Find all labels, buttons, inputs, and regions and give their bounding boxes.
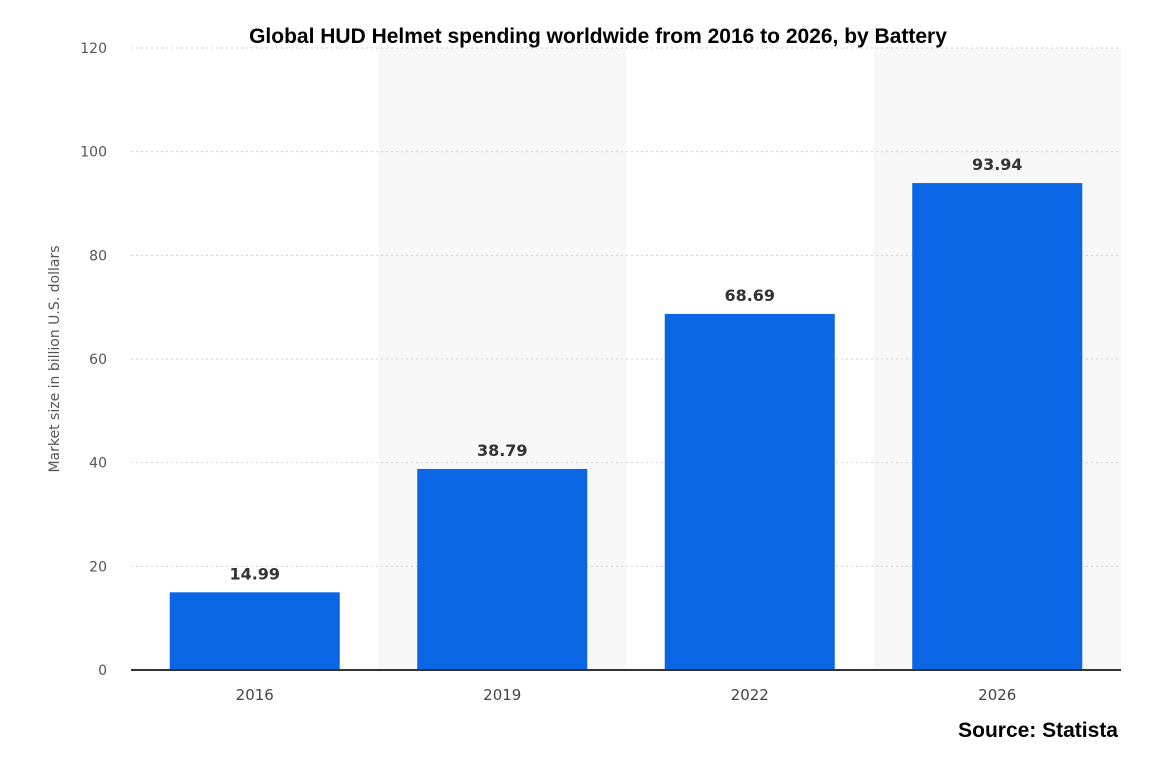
x-tick-label: 2026 — [978, 686, 1016, 704]
data-label: 14.99 — [229, 564, 280, 583]
y-tick-label: 0 — [98, 663, 107, 679]
data-label: 93.94 — [972, 155, 1023, 174]
bar-2019 — [417, 468, 588, 670]
data-labels: 14.99 38.79 68.69 93.94 — [229, 155, 1022, 583]
y-tick-label: 20 — [89, 559, 107, 575]
data-label: 68.69 — [724, 286, 775, 305]
bars — [169, 183, 1083, 670]
x-tick-label: 2016 — [236, 686, 274, 704]
chart-title: Global HUD Helmet spending worldwide fro… — [249, 25, 947, 48]
y-tick-label: 40 — [89, 456, 107, 472]
y-tick-label: 80 — [89, 248, 107, 264]
y-axis-label: Market size in billion U.S. dollars — [47, 245, 63, 472]
bar-2016 — [169, 592, 340, 670]
bar-2026 — [912, 183, 1083, 670]
bar-2022 — [664, 313, 835, 670]
source-credit: Source: Statista — [958, 719, 1118, 742]
data-label: 38.79 — [477, 441, 528, 460]
y-tick-label: 100 — [80, 145, 107, 161]
x-axis-labels: 2016 2019 2022 2026 — [236, 686, 1017, 704]
y-tick-label: 120 — [80, 41, 107, 57]
y-axis-ticks: 0 20 40 60 80 100 120 — [80, 41, 107, 679]
y-tick-label: 60 — [89, 352, 107, 368]
x-tick-label: 2019 — [483, 686, 521, 704]
x-tick-label: 2022 — [731, 686, 769, 704]
